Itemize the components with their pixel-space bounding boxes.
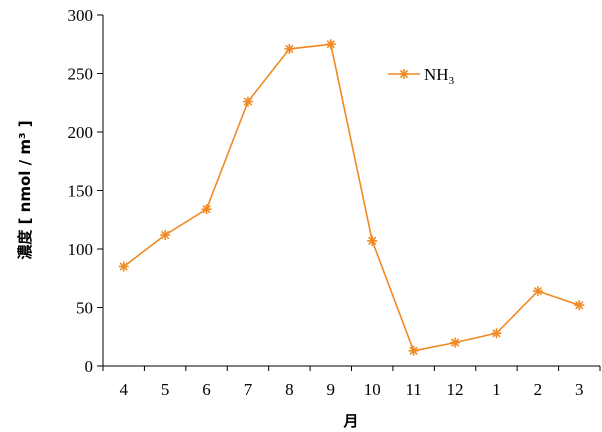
data-point	[491, 328, 502, 339]
data-point	[408, 345, 419, 356]
data-point	[284, 43, 295, 54]
legend-marker	[399, 69, 409, 79]
x-tick-label: 1	[492, 380, 501, 399]
data-point	[242, 96, 253, 107]
data-point	[532, 286, 543, 297]
legend-label-sub: 3	[449, 75, 455, 87]
x-tick-label: 8	[285, 380, 294, 399]
y-tick-label: 200	[68, 123, 94, 142]
x-tick-label: 9	[327, 380, 336, 399]
x-tick-label: 3	[575, 380, 584, 399]
y-tick-label: 150	[68, 182, 94, 201]
series-line	[123, 43, 580, 352]
data-point	[367, 235, 378, 246]
data-point	[450, 337, 461, 348]
legend-marker-glyph	[399, 69, 409, 79]
y-axis-title: 濃度 [ nmol / m³ ]	[16, 120, 34, 259]
data-point	[160, 229, 171, 240]
legend-label-base: NH	[424, 65, 449, 84]
x-axis-title: 月	[342, 412, 358, 430]
x-tick-label: 6	[202, 380, 211, 399]
data-point	[574, 300, 585, 311]
axes	[102, 15, 600, 367]
x-tick-label: 4	[119, 380, 128, 399]
y-tick-label: 50	[76, 299, 93, 318]
legend: NH3	[388, 65, 455, 87]
y-tick-label: 250	[68, 65, 94, 84]
x-tick-label: 5	[161, 380, 170, 399]
data-point	[201, 204, 212, 215]
y-tick-label: 300	[68, 6, 94, 25]
x-tick-label: 7	[244, 380, 253, 399]
x-tick-label: 2	[534, 380, 543, 399]
y-tick-label: 100	[68, 240, 94, 259]
data-point	[325, 39, 336, 50]
x-tick-label: 12	[447, 380, 464, 399]
x-tick-label: 11	[405, 380, 421, 399]
x-tick-label: 10	[364, 380, 381, 399]
data-point	[118, 261, 129, 272]
y-tick-label: 0	[85, 357, 94, 376]
legend-label: NH3	[424, 65, 455, 87]
series-layer	[118, 39, 585, 356]
